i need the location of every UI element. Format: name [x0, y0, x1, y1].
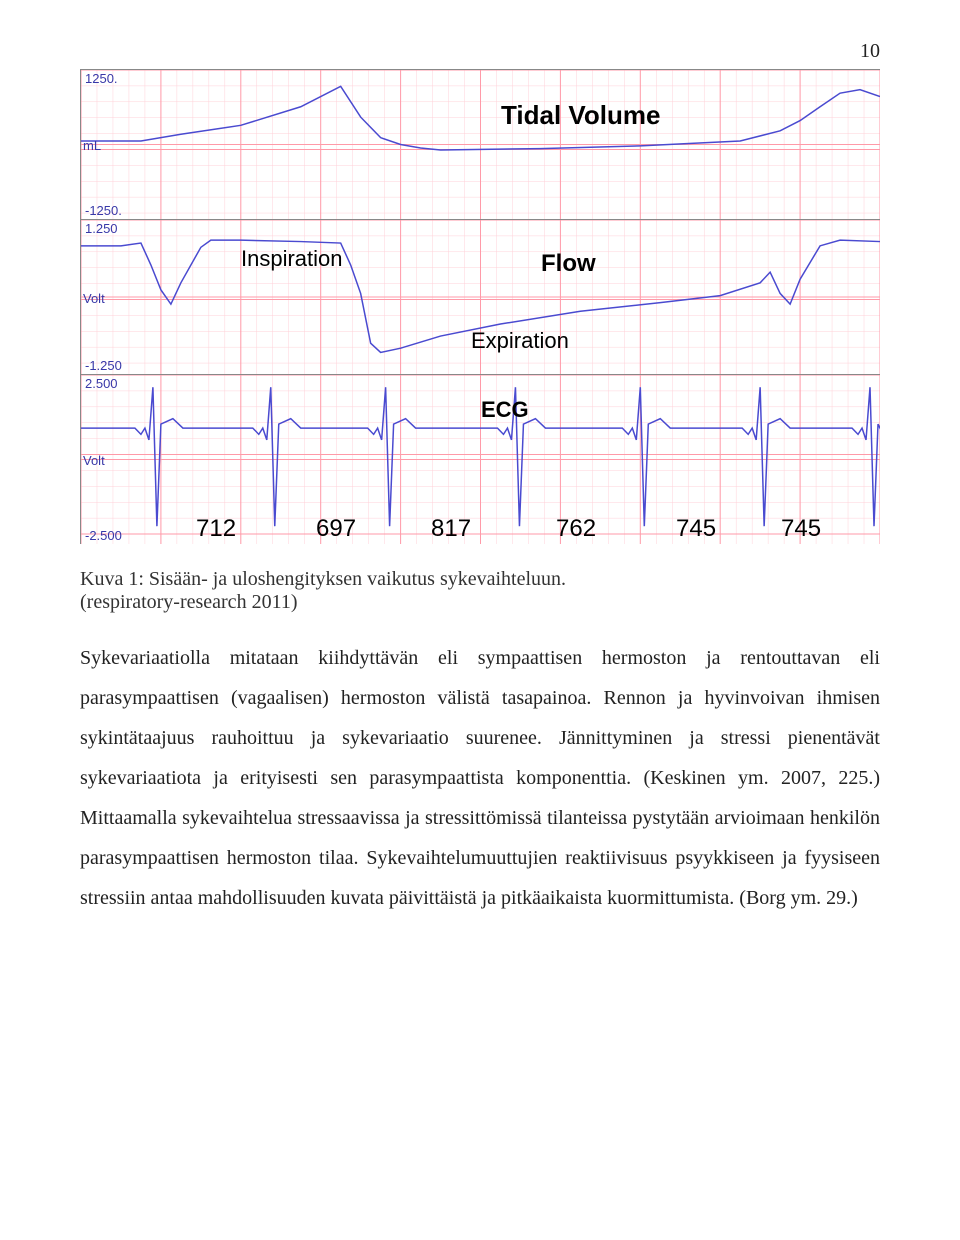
rr-value-0: 712: [196, 515, 236, 543]
ecg-panel: 2.500 -2.500 Volt ECG 712 697 817 762 745 745: [80, 374, 880, 544]
flow-y-bot: -1.250: [85, 359, 122, 372]
caption-text: Kuva 1: Sisään- ja uloshengityksen vaiku…: [80, 568, 566, 590]
flow-unit-label: Volt: [83, 292, 105, 305]
ecg-title: ECG: [481, 397, 529, 423]
body-paragraph: Sykevariaatiolla mitataan kiihdyttävän e…: [80, 638, 880, 918]
tidal-y-bot: -1250.: [85, 204, 122, 217]
flow-title: Flow: [541, 250, 596, 278]
flow-panel: 1.250 -1.250 Volt Flow Inspiration Expiration: [80, 219, 880, 374]
ecg-unit-label: Volt: [83, 454, 105, 467]
rr-value-3: 762: [556, 515, 596, 543]
rr-value-2: 817: [431, 515, 471, 543]
figure-caption: Kuva 1: Sisään- ja uloshengityksen vaiku…: [80, 568, 880, 614]
expiration-label: Expiration: [471, 328, 569, 354]
physio-chart: 1250. -1250. mL Tidal Volume 1.250 -1.250 Volt…: [80, 69, 880, 544]
page-number: 10: [80, 40, 880, 63]
inspiration-label: Inspiration: [241, 246, 343, 272]
caption-citation: (respiratory-research 2011): [80, 591, 297, 613]
page: 10 1250. -1250. mL Tidal Volume 1.250 -1.250 V…: [0, 0, 960, 958]
rr-value-5: 745: [781, 515, 821, 543]
tidal-panel: 1250. -1250. mL Tidal Volume: [80, 69, 880, 219]
ecg-y-top: 2.500: [85, 377, 118, 390]
tidal-unit-label: mL: [83, 139, 101, 152]
tidal-title: Tidal Volume: [501, 100, 660, 131]
flow-y-top: 1.250: [85, 222, 118, 235]
ecg-y-bot: -2.500: [85, 529, 122, 542]
rr-value-4: 745: [676, 515, 716, 543]
rr-value-1: 697: [316, 515, 356, 543]
tidal-y-top: 1250.: [85, 72, 118, 85]
